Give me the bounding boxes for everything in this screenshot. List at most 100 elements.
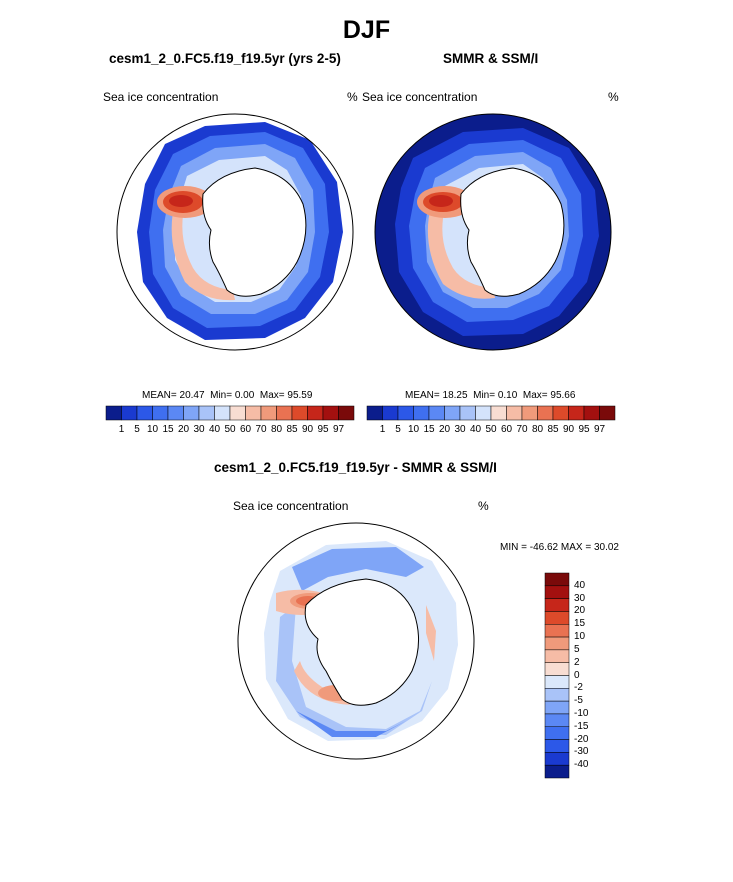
diff-antarctica-landmass: [304, 578, 419, 706]
model-colorbar-tick-label: 95: [317, 424, 329, 435]
diff-colorbar-swatch: [544, 662, 570, 676]
model-antarctica-landmass: [202, 167, 307, 297]
diff-colorbar-tick-label: -10: [574, 707, 589, 719]
diff-colorbar-swatch: [544, 700, 570, 715]
diff-panel-title: cesm1_2_0.FC5.f19_f19.5yr - SMMR & SSM/I: [214, 460, 497, 475]
obs-colorbar-swatch: [552, 405, 569, 421]
obs-antarctica-landmass: [460, 167, 565, 297]
diff-colorbar-swatch: [544, 675, 570, 689]
obs-min-label: Min=: [473, 390, 496, 401]
model-colorbar-swatch: [105, 405, 122, 421]
model-min-label: Min=: [210, 390, 233, 401]
obs-max-label: Max=: [522, 390, 548, 401]
diff-stats: MIN = -46.62 MAX = 30.02: [500, 542, 619, 553]
model-colorbar-tick-label: 30: [193, 424, 205, 435]
model-colorbar-swatch: [276, 405, 293, 421]
obs-colorbar-swatch: [366, 405, 383, 421]
diff-min-value: -46.62: [529, 542, 559, 553]
obs-colorbar-swatch: [382, 405, 399, 421]
obs-colorbar-swatch: [521, 405, 538, 421]
model-colorbar-tick-label: 10: [146, 424, 159, 435]
diff-colorbar-swatch: [544, 713, 570, 727]
diff-colorbar-tick-label: 20: [574, 605, 586, 617]
diff-colorbar-swatch: [544, 572, 570, 587]
obs-colorbar-tick-label: 10: [407, 424, 420, 435]
model-colorbar-swatch: [245, 405, 262, 421]
obs-min-value: 0.10: [497, 390, 518, 401]
obs-colorbar-swatch: [599, 405, 616, 421]
diff-colorbar-swatch: [544, 611, 570, 625]
model-colorbar-swatch: [260, 405, 277, 421]
model-mean-label: MEAN=: [142, 390, 177, 401]
model-stats: MEAN= 20.47 Min= 0.00 Max= 95.59: [142, 390, 312, 401]
diff-colorbar-swatch: [544, 585, 570, 599]
obs-colorbar-swatch: [428, 405, 445, 421]
model-colorbar-swatch: [121, 405, 138, 421]
obs-max-value: 95.66: [550, 390, 576, 401]
obs-colorbar-tick-label: 5: [395, 424, 401, 435]
obs-colorbar-swatch: [537, 405, 554, 421]
model-colorbar-tick-label: 85: [286, 424, 298, 435]
model-max-label: Max=: [259, 390, 285, 401]
obs-colorbar-tick-label: 80: [531, 424, 544, 435]
diff-colorbar-swatch: [544, 598, 570, 612]
diff-colorbar-tick-label: -20: [574, 733, 589, 745]
obs-panel-title: SMMR & SSM/I: [443, 51, 539, 66]
model-mean-value: 20.47: [179, 390, 205, 401]
diff-min-label: MIN =: [500, 542, 527, 553]
obs-colorbar-swatch: [490, 405, 507, 421]
model-colorbar: [105, 405, 355, 421]
obs-colorbar-swatch: [459, 405, 476, 421]
obs-colorbar-tick-label: 60: [500, 424, 513, 435]
model-colorbar-swatch: [167, 405, 184, 421]
diff-max-label: MAX =: [560, 542, 592, 553]
obs-unit-label: %: [608, 90, 619, 104]
model-colorbar-swatch: [198, 405, 215, 421]
obs-colorbar-swatch: [583, 405, 600, 421]
diff-colorbar-tick-label: -40: [574, 759, 589, 771]
obs-stats: MEAN= 18.25 Min= 0.10 Max= 95.66: [405, 390, 575, 401]
obs-colorbar-tick-label: 40: [469, 424, 482, 435]
diff-colorbar-tick-label: 15: [574, 618, 586, 630]
model-colorbar-tick-label: 15: [162, 424, 174, 435]
model-colorbar-swatch: [229, 405, 246, 421]
obs-colorbar-tick-label: 20: [438, 424, 451, 435]
diff-colorbar-swatch: [544, 764, 570, 779]
obs-colorbar-tick-label: 90: [562, 424, 575, 435]
diff-colorbar-swatch: [544, 726, 570, 740]
diff-colorbar-swatch: [544, 688, 570, 702]
obs-colorbar-ticks: 1 5 10 15 20 30 40 50 60 70 80 85 90 95 97: [367, 424, 615, 438]
obs-mean-value: 18.25: [442, 390, 468, 401]
obs-variable-label: Sea ice concentration: [362, 90, 478, 104]
diff-colorbar-swatch: [544, 636, 570, 651]
obs-colorbar-swatch: [568, 405, 585, 421]
obs-mean-label: MEAN=: [405, 390, 440, 401]
model-colorbar-tick-label: 60: [239, 424, 252, 435]
obs-colorbar: [366, 405, 616, 421]
model-min-value: 0.00: [234, 390, 255, 401]
obs-colorbar-swatch: [397, 405, 414, 421]
model-colorbar-tick-label: 40: [208, 424, 221, 435]
diff-colorbar-tick-label: -15: [574, 720, 589, 732]
obs-colorbar-swatch: [413, 405, 430, 421]
diff-colorbar: [544, 572, 570, 779]
diff-colorbar-swatch: [544, 752, 570, 766]
model-colorbar-swatch: [183, 405, 200, 421]
model-colorbar-tick-label: 80: [270, 424, 283, 435]
model-colorbar-swatch: [214, 405, 231, 421]
obs-colorbar-swatch: [444, 405, 461, 421]
diff-colorbar-tick-label: -30: [574, 746, 589, 758]
model-colorbar-swatch: [136, 405, 153, 421]
obs-colorbar-tick-label: 1: [379, 424, 386, 435]
model-colorbar-tick-label: 1: [118, 424, 125, 435]
model-colorbar-tick-label: 70: [255, 424, 267, 435]
model-colorbar-swatch: [322, 405, 339, 421]
diff-colorbar-tick-label: -2: [574, 682, 583, 694]
model-colorbar-swatch: [291, 405, 308, 421]
model-polar-map: [116, 113, 354, 351]
diff-unit-label: %: [478, 499, 489, 513]
diff-colorbar-tick-label: 40: [574, 579, 586, 591]
model-colorbar-tick-label: 90: [301, 424, 314, 435]
obs-polar-map: [374, 113, 612, 351]
model-colorbar-tick-label: 5: [134, 424, 140, 435]
